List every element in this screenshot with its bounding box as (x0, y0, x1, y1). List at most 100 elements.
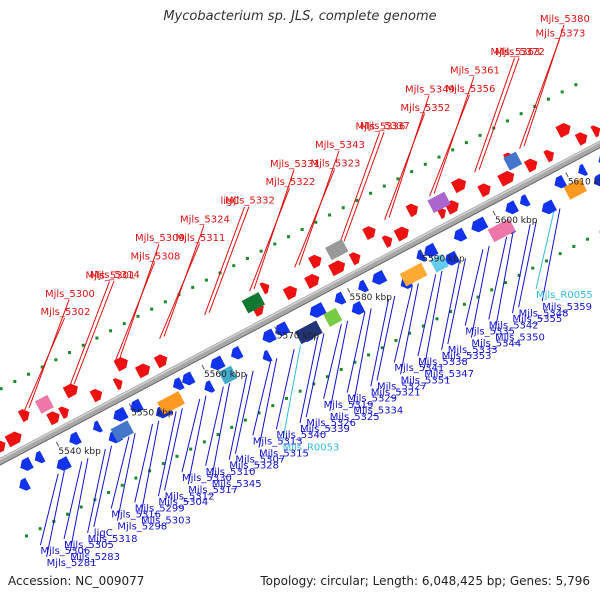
gene-label: Mjls_5363 (491, 47, 541, 58)
leader-line (518, 220, 537, 308)
bottom-dot (284, 396, 288, 400)
gene-label: Mjls_5299 (135, 503, 185, 514)
bottom-dot (24, 534, 28, 538)
forward-gene-shape (308, 254, 322, 269)
domain-block (487, 218, 516, 243)
kbp-tick (55, 441, 60, 447)
forward-gene-shape (58, 406, 69, 419)
gene-label: ligC (94, 528, 113, 539)
gene-label: Mjls_5347 (424, 369, 474, 380)
gene-label: Mjls_5337 (360, 121, 410, 132)
forward-gene (348, 252, 361, 266)
genome-title: Mycobacterium sp. JLS, complete genome (163, 9, 437, 24)
reverse-gene-shape (262, 328, 277, 343)
top-dot (163, 300, 167, 304)
bottom-dot (408, 331, 412, 335)
bottom-dot (531, 266, 535, 270)
forward-gene (282, 285, 298, 301)
leader-line (474, 58, 515, 173)
bottom-dot (339, 367, 343, 371)
leader-line (323, 324, 342, 399)
leader-line (110, 436, 130, 509)
forward-gene (393, 226, 409, 242)
top-dot (54, 358, 58, 362)
gene-label: Mjls_5306 (40, 546, 90, 557)
bottom-dot (490, 288, 494, 292)
forward-gene-shape (4, 431, 22, 448)
top-dot (519, 112, 523, 116)
reverse-gene-shape (56, 456, 72, 471)
leader-line (93, 445, 113, 528)
gene-label: Mjls_5345 (212, 479, 262, 490)
gene-label: Mjls_5335 (465, 327, 515, 338)
kbp-tick (565, 172, 569, 178)
top-dot (451, 148, 455, 152)
reverse-gene-shape (19, 477, 31, 491)
gene-label: Mjls_5304 (158, 497, 208, 508)
reverse-gene (56, 456, 72, 471)
reverse-gene (309, 302, 327, 318)
forward-gene-shape (17, 409, 30, 423)
domain-block-shape (241, 292, 266, 314)
reverse-gene (424, 242, 439, 258)
bottom-dot (202, 440, 206, 444)
leader-line (282, 345, 301, 442)
top-dot (382, 184, 386, 188)
reverse-gene-shape (172, 377, 185, 391)
forward-gene-shape (574, 132, 588, 146)
reverse-gene (275, 321, 291, 337)
forward-gene-shape (450, 178, 467, 194)
gene-label: Mjls_5327 (377, 382, 427, 393)
gene-label: Mjls_5300 (45, 289, 95, 300)
gene-label: Mjls_5305 (64, 540, 114, 551)
top-dot (81, 343, 85, 347)
bottom-dot (161, 462, 165, 466)
reverse-gene (19, 477, 31, 491)
reverse-gene (204, 380, 216, 393)
leader-line (69, 458, 89, 552)
leader-line (470, 245, 490, 338)
domain-block-shape (325, 239, 349, 261)
top-dot (204, 278, 208, 282)
forward-gene-shape (328, 260, 346, 277)
gene-label: Mjls_5308 (131, 252, 181, 263)
forward-gene (362, 226, 376, 241)
reverse-gene-shape (358, 279, 369, 293)
gene-label: Mjls_5314 (90, 270, 140, 281)
forward-gene-shape (348, 252, 361, 266)
gene-label: Mjls_5323 (311, 158, 361, 169)
top-dot (136, 314, 140, 318)
gene-label: Mjls_5352 (401, 103, 451, 114)
leader-line (157, 411, 177, 497)
domain-block-shape (487, 218, 516, 243)
kbp-tick (347, 287, 351, 293)
reverse-gene (453, 227, 468, 242)
top-dot (341, 206, 345, 210)
bottom-dot (517, 273, 521, 277)
top-dot (478, 133, 482, 137)
forward-gene-shape (113, 357, 128, 372)
gene-label: Mjls_5321 (371, 387, 421, 398)
reverse-gene (34, 450, 46, 464)
reverse-gene-shape (275, 321, 291, 337)
reverse-gene-shape (541, 199, 557, 215)
bottom-dot (271, 404, 275, 408)
forward-gene (4, 431, 22, 448)
top-dot (68, 351, 72, 355)
gene-label: Mjls_5303 (141, 516, 191, 527)
domain-block (34, 394, 54, 414)
reverse-gene-shape (351, 300, 366, 315)
forward-gene (308, 254, 322, 269)
reverse-gene-shape (505, 200, 519, 215)
bottom-dot (394, 339, 398, 343)
gene-label: Mjls_5310 (206, 467, 256, 478)
kbp-tick (128, 403, 132, 409)
reverse-gene (593, 172, 600, 187)
leader-line (464, 249, 484, 326)
leader-line (69, 281, 110, 387)
reverse-gene-shape (230, 346, 244, 360)
gene-label: Mjls_R0053 (283, 442, 340, 453)
reverse-gene (172, 377, 185, 391)
reverse-gene-shape (182, 371, 196, 386)
forward-gene-shape (393, 226, 409, 242)
